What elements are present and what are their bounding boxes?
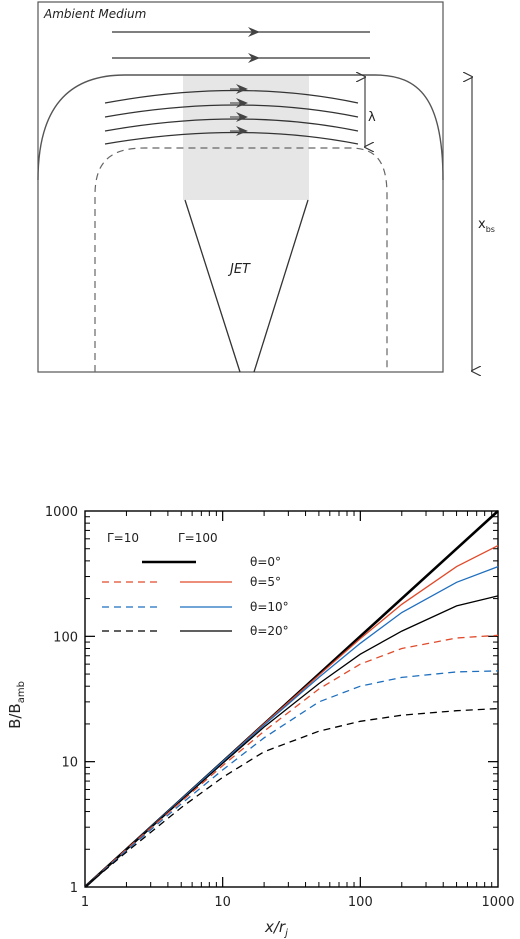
jet-label: JET bbox=[227, 262, 251, 277]
ambient-medium-label: Ambient Medium bbox=[43, 7, 146, 21]
y-tick-label: 100 bbox=[53, 630, 78, 645]
y-tick-label: 1 bbox=[70, 881, 78, 896]
legend-header-gamma100: Γ=100 bbox=[178, 531, 218, 545]
y-axis-label: B/Bamb bbox=[6, 681, 27, 729]
series-gamma100-theta5 bbox=[84, 545, 499, 888]
plot-frame bbox=[84, 510, 499, 888]
compressed-region bbox=[183, 75, 309, 200]
x-axis-label: x/rj bbox=[264, 918, 288, 939]
series-gamma10-theta5 bbox=[84, 634, 499, 888]
legend-header-gamma10: Γ=10 bbox=[107, 531, 139, 545]
xbs-label: xbs bbox=[478, 217, 495, 234]
y-tick-label: 10 bbox=[61, 756, 78, 771]
field-line-curved-2 bbox=[104, 104, 359, 118]
ambient-medium-frame bbox=[37, 1, 444, 373]
axis-ticks: 1 10 100 1000 1 10 100 1000 bbox=[45, 505, 515, 910]
legend-theta5-label: θ=5° bbox=[250, 575, 281, 589]
series-gamma10-theta10 bbox=[84, 670, 499, 888]
field-line-curved-1 bbox=[104, 89, 359, 104]
legend-theta0-label: θ=0° bbox=[250, 555, 281, 569]
field-line-curved-4 bbox=[104, 131, 359, 145]
x-tick-label: 1 bbox=[81, 895, 89, 910]
bow-shock-diagram: Ambient Medium JET λ xbs bbox=[37, 1, 495, 420]
x-tick-label: 10 bbox=[214, 895, 231, 910]
bow-shock bbox=[37, 74, 444, 181]
series-gamma100-theta20 bbox=[84, 595, 499, 888]
legend-theta10-label: θ=10° bbox=[250, 600, 289, 614]
x-tick-label: 1000 bbox=[481, 895, 514, 910]
series-gamma10-theta20 bbox=[84, 707, 499, 888]
contact-discontinuity bbox=[94, 147, 388, 372]
series-lines bbox=[84, 510, 499, 888]
x-tick-label: 100 bbox=[348, 895, 373, 910]
legend: Γ=10 Γ=100 θ=0° θ=5° θ=10° θ=20° bbox=[102, 531, 289, 638]
y-tick-label: 1000 bbox=[45, 505, 78, 520]
field-line-curved-3 bbox=[104, 118, 359, 132]
jet-edge-right bbox=[253, 199, 309, 373]
lambda-label: λ bbox=[368, 110, 376, 125]
jet-edge-left bbox=[184, 199, 241, 373]
legend-theta20-label: θ=20° bbox=[250, 624, 289, 638]
